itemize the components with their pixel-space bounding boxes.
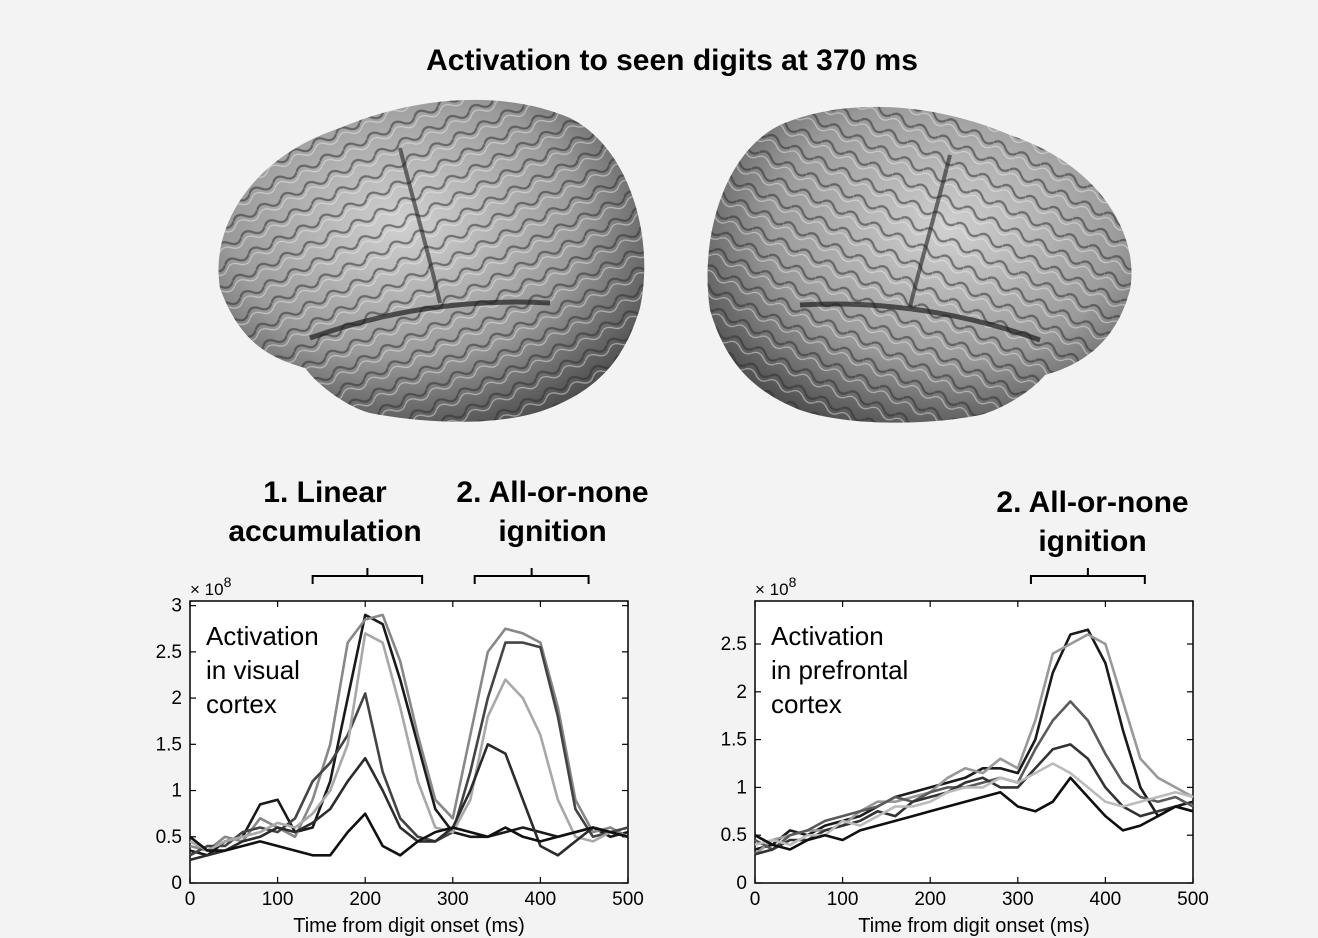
y-tick-label: 3: [171, 596, 182, 617]
y-tick-label: 0.5: [156, 827, 182, 848]
series-line-5: [754, 776, 1194, 851]
annotation-linear-accumulation: 1. Linear accumulation: [228, 476, 422, 548]
y-tick-label: 0: [736, 873, 747, 894]
annotation-bracket-0: [311, 568, 424, 584]
series-line-2: [754, 700, 1194, 851]
annotation-bracket-1: [473, 568, 590, 584]
series-line-1: [189, 613, 629, 852]
y-tick-label: 0: [171, 873, 182, 894]
x-tick-label: 400: [525, 889, 557, 910]
series-line-4: [754, 762, 1194, 847]
left-hemisphere-brain-image: [218, 99, 645, 422]
x-tick-label: 200: [349, 889, 381, 910]
inset-label-line: in prefrontal: [771, 655, 908, 685]
x-tick-label: 0: [750, 889, 761, 910]
x-tick-label: 100: [827, 889, 859, 910]
series-line-2: [189, 641, 629, 857]
y-tick-label: 2.5: [156, 642, 182, 663]
right-hemisphere-brain-image: [707, 106, 1132, 423]
y-multiplier-exponent: 8: [224, 574, 232, 590]
chart-1: 0 100 200 300 400 500 0 0.5 1 1.5 2 2.5 × 108 Activat…: [721, 568, 1209, 937]
x-tick-label: 300: [1002, 889, 1034, 910]
series-line-0: [754, 628, 1194, 851]
x-tick-label: 100: [262, 889, 294, 910]
x-axis-label: Time from digit onset (ms): [293, 915, 525, 937]
y-tick-label: 0.5: [721, 825, 747, 846]
x-axis-label: Time from digit onset (ms): [858, 915, 1090, 937]
series-line-5: [189, 812, 629, 857]
annotation-ignition-visual: 2. All-or-none ignition: [456, 476, 649, 548]
y-tick-label: 1.5: [156, 734, 182, 755]
x-tick-label: 200: [914, 889, 946, 910]
x-tick-label: 500: [1177, 889, 1209, 910]
x-tick-label: 0: [185, 889, 196, 910]
figure-title: Activation to seen digits at 370 ms: [426, 44, 918, 77]
y-tick-label: 1.5: [721, 730, 747, 751]
series-line-0: [189, 613, 629, 857]
y-multiplier-label: × 108: [190, 574, 232, 599]
series-line-3: [754, 743, 1194, 856]
inset-label-line: Activation: [771, 621, 884, 651]
x-tick-label: 500: [612, 889, 644, 910]
y-tick-label: 1: [171, 781, 182, 802]
annotation-ignition-prefrontal: 2. All-or-none ignition: [996, 486, 1189, 558]
inset-label-line: cortex: [771, 689, 842, 719]
inset-label-line: cortex: [206, 689, 277, 719]
series-line-4: [189, 743, 629, 862]
inset-label-line: in visual: [206, 655, 300, 685]
annotation-bracket-2: [1029, 568, 1146, 584]
y-tick-label: 2: [171, 688, 182, 709]
y-multiplier-exponent: 8: [789, 574, 797, 590]
y-multiplier-label: × 108: [755, 574, 797, 599]
x-tick-label: 400: [1090, 889, 1122, 910]
y-tick-label: 1: [736, 777, 747, 798]
x-tick-label: 300: [437, 889, 469, 910]
inset-label-line: Activation: [206, 621, 319, 651]
y-tick-label: 2.5: [721, 634, 747, 655]
chart-0: 0 100 200 300 400 500 0 0.5 1 1.5 2 2.5 3 × 108 Activa…: [156, 568, 644, 937]
series-line-3: [189, 632, 629, 852]
y-tick-label: 2: [736, 682, 747, 703]
